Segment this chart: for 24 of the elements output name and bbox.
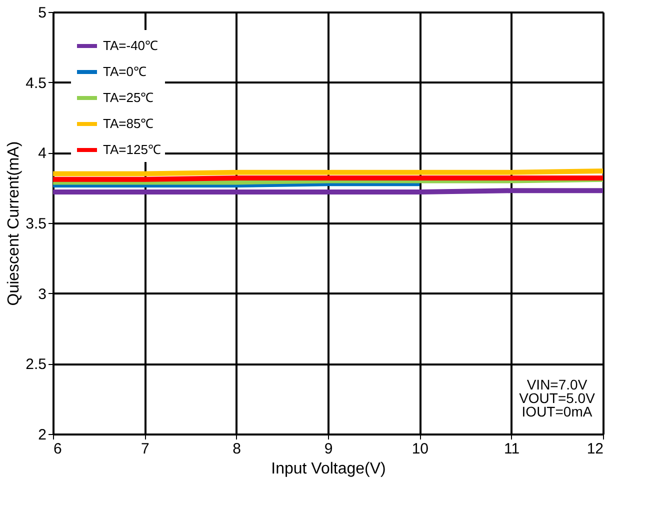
legend-label: TA=25℃: [103, 90, 154, 105]
y-tick-label: 4.5: [26, 74, 46, 92]
x-axis-title: Input Voltage(V): [271, 460, 386, 478]
x-tick-label: 6: [54, 440, 62, 458]
x-tick-label: 8: [232, 440, 242, 458]
y-tick-label: 3.5: [26, 216, 46, 232]
legend-label: TA=85℃: [103, 116, 154, 131]
y-tick-label: 5: [38, 4, 46, 22]
y-tick-label: 2.5: [26, 356, 46, 374]
legend-label: TA=0℃: [103, 64, 146, 79]
x-tick-label: 10: [412, 440, 429, 458]
y-tick-label: 3: [38, 286, 46, 303]
annotation: VIN=7.0V: [526, 376, 588, 393]
annotation: IOUT=0mA: [522, 403, 593, 420]
legend-label: TA=125℃: [103, 142, 161, 157]
x-tick-label: 9: [324, 440, 333, 458]
y-tick-label: 2: [38, 426, 46, 444]
y-axis-title: Quiescent Current(mA): [6, 141, 23, 306]
y-tick-label: 4: [38, 145, 46, 162]
x-tick-label: 11: [504, 440, 520, 458]
x-tick-label: 12: [586, 440, 604, 458]
legend-label: TA=-40℃: [103, 38, 158, 53]
x-tick-label: 7: [140, 440, 150, 458]
annotation: VOUT=5.0V: [519, 390, 596, 406]
